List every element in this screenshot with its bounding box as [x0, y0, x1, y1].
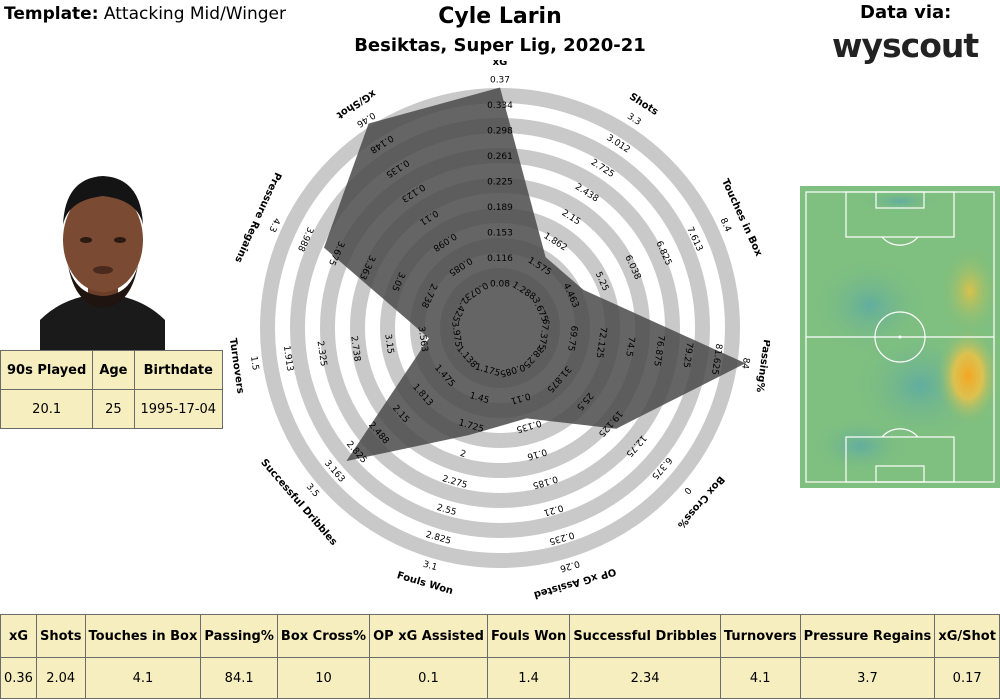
- radar-tick-label: 2.325: [315, 340, 329, 367]
- heatmap-pitch: [800, 186, 1000, 492]
- radar-tick-label: 3.975: [449, 321, 463, 348]
- info-value-cell: 25: [92, 389, 135, 429]
- stats-header-cell: Box Cross%: [276, 614, 371, 658]
- radar-tick-label: 8.4: [718, 217, 733, 234]
- radar-tick-label: 76.875: [651, 334, 665, 367]
- stats-header-cell: Pressure Regains: [799, 614, 936, 658]
- radar-category-label: Passing%: [754, 339, 770, 393]
- stats-header-cell: xG/Shot: [934, 614, 1000, 658]
- radar-tick-label: 3.1: [422, 560, 439, 574]
- radar-category-label: xG: [493, 60, 508, 68]
- radar-tick-label: 2.738: [348, 335, 362, 362]
- radar-tick-label: 0.08: [490, 280, 510, 290]
- radar-tick-label: 0.261: [487, 152, 513, 162]
- radar-tick-label: 84: [739, 357, 751, 370]
- radar-tick-label: 0.298: [487, 127, 513, 137]
- stats-header-cell: Turnovers: [719, 614, 801, 658]
- info-header-cell: Age: [92, 350, 135, 390]
- radar-tick-label: 67.375: [536, 318, 550, 351]
- radar-tick-label: 74.5: [623, 336, 636, 357]
- info-header-cell: 90s Played: [0, 350, 94, 390]
- radar-tick-label: 3.563: [416, 326, 430, 353]
- player-info-table: 90s Played Age Birthdate 20.1 25 1995-17-04: [0, 350, 224, 429]
- template-label: Template: Attacking Mid/Winger: [4, 4, 286, 24]
- radar-tick-label: 4.3: [266, 216, 281, 233]
- stats-value-cell: 0.1: [369, 657, 488, 699]
- stats-value-cell: 2.34: [569, 657, 721, 699]
- stats-header-cell: Shots: [35, 614, 86, 658]
- stats-value-cell: 3.7: [799, 657, 936, 699]
- radar-tick-label: 0.153: [487, 229, 513, 239]
- info-value-cell: 1995-17-04: [133, 389, 224, 429]
- stats-header-cell: xG: [0, 614, 37, 658]
- stats-header-cell: Successful Dribbles: [569, 614, 721, 658]
- stats-header-cell: Fouls Won: [486, 614, 571, 658]
- radar-tick-label: 0.225: [487, 178, 513, 188]
- radar-category-label: Turnovers: [230, 337, 246, 394]
- stats-table: xG Shots Touches in Box Passing% Box Cross% O…: [0, 614, 1000, 699]
- radar-tick-label: 0: [681, 485, 692, 496]
- stats-header-cell: Passing%: [200, 614, 278, 658]
- stats-value-cell: 4.1: [719, 657, 801, 699]
- wyscout-logo: wyscout: [832, 26, 979, 65]
- radar-tick-label: 0.189: [487, 203, 513, 213]
- data-via-label: Data via:: [860, 2, 952, 23]
- stats-header-cell: Touches in Box: [84, 614, 202, 658]
- stats-header-cell: OP xG Assisted: [369, 614, 488, 658]
- radar-tick-label: 0.116: [487, 254, 513, 264]
- info-header-cell: Birthdate: [133, 350, 224, 390]
- stats-value-cell: 0.36: [0, 657, 37, 699]
- radar-tick-label: 79.25: [681, 341, 695, 368]
- info-value-cell: 20.1: [0, 389, 94, 429]
- stats-value-cell: 2.04: [35, 657, 86, 699]
- radar-tick-label: 1.5: [248, 356, 260, 372]
- radar-tick-label: 0.334: [487, 101, 513, 111]
- radar-chart: 0.08 0.116 0.153 0.189 0.225 0.261 0.298 0.334 0…: [230, 60, 770, 600]
- radar-category-label: OP xG Assisted: [532, 565, 617, 600]
- stats-value-cell: 4.1: [84, 657, 202, 699]
- player-subtitle: Besiktas, Super Lig, 2020-21: [354, 35, 646, 56]
- stats-value-cell: 10: [276, 657, 371, 699]
- radar-tick-label: 2: [459, 449, 467, 460]
- radar-tick-label: 3.15: [382, 333, 395, 354]
- radar-tick-label: 72.125: [594, 326, 608, 359]
- radar-tick-label: 3.5: [304, 482, 321, 499]
- radar-tick-label: 1.913: [281, 345, 295, 372]
- stats-value-cell: 1.4: [486, 657, 571, 699]
- radar-tick-label: 81.625: [709, 343, 723, 376]
- radar-tick-label: 0.26: [558, 558, 580, 573]
- radar-tick-label: 0.37: [490, 76, 510, 86]
- radar-polygon: [324, 87, 746, 462]
- stats-value-cell: 84.1: [200, 657, 278, 699]
- stats-value-cell: 0.17: [934, 657, 1000, 699]
- player-name: Cyle Larin: [438, 4, 562, 29]
- radar-tick-label: 69.75: [565, 325, 579, 352]
- radar-category-label: Fouls Won: [396, 570, 455, 597]
- radar-category-label: Successful Dribbles: [258, 457, 339, 548]
- player-photo: [40, 170, 165, 350]
